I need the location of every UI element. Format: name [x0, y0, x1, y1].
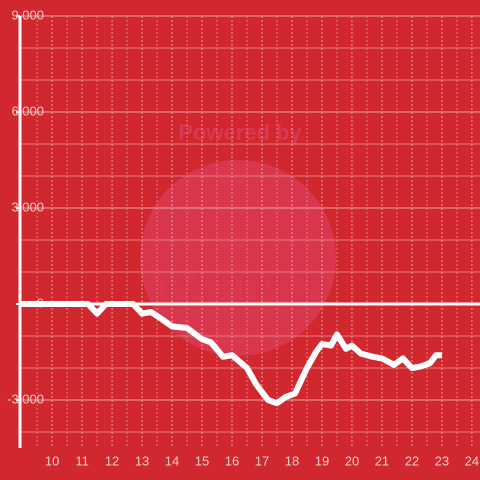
y-tick-label: 3,000: [11, 199, 44, 214]
watermark-logo: [140, 160, 336, 356]
y-tick-label: 6,000: [11, 103, 44, 118]
watermark-text: Powered by: [178, 120, 302, 145]
x-tick-label: 10: [45, 453, 59, 468]
x-tick-label: 24: [465, 453, 479, 468]
x-tick-label: 11: [75, 453, 89, 468]
y-tick-label: -3,000: [7, 391, 44, 406]
x-tick-label: 14: [165, 453, 179, 468]
x-tick-label: 13: [135, 453, 149, 468]
watermark-text: PAPIMO: [163, 269, 317, 307]
x-tick-label: 22: [405, 453, 419, 468]
x-tick-label: 23: [435, 453, 449, 468]
x-tick-label: 16: [225, 453, 239, 468]
x-tick-label: 15: [195, 453, 209, 468]
line-series: [20, 301, 442, 407]
x-tick-label: 12: [105, 453, 119, 468]
x-tick-label: 17: [255, 453, 269, 468]
x-tick-label: 21: [375, 453, 389, 468]
x-tick-label: 20: [345, 453, 359, 468]
x-tick-label: 18: [285, 453, 299, 468]
x-tick-label: 19: [315, 453, 329, 468]
y-tick-label: 9,000: [11, 7, 44, 22]
